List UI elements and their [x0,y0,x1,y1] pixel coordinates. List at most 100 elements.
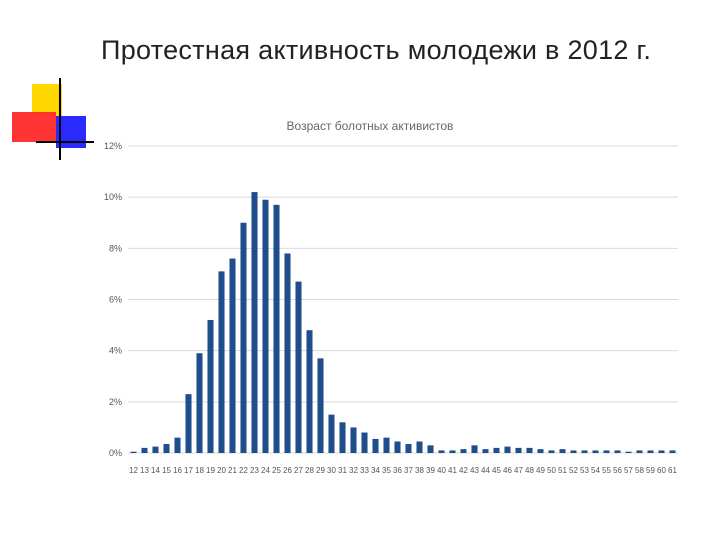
y-tick-label: 0% [109,448,122,458]
y-axis-ticks: 0% 2% 4% 6% 8% 10% 12% [104,141,122,458]
bar-age-49 [537,449,544,453]
bar-age-17 [185,394,192,453]
x-tick-label: 28 [305,466,314,475]
bar-age-53 [581,450,588,453]
x-tick-label: 49 [536,466,545,475]
x-tick-label: 14 [151,466,160,475]
bar-age-42 [460,449,467,453]
bar-age-46 [504,446,511,453]
x-tick-label: 55 [602,466,611,475]
x-tick-label: 21 [228,466,237,475]
bar-age-14 [152,446,159,453]
x-tick-label: 43 [470,466,479,475]
bar-age-44 [482,449,489,453]
bar-age-52 [570,450,577,453]
bar-age-45 [493,447,500,453]
bar-age-34 [372,438,379,453]
bar-age-31 [339,422,346,453]
x-tick-label: 60 [657,466,666,475]
chart-bars [130,192,676,454]
x-tick-label: 37 [404,466,413,475]
x-tick-label: 47 [514,466,523,475]
x-tick-label: 61 [668,466,677,475]
bar-age-22 [240,222,247,453]
bar-age-50 [548,450,555,453]
x-tick-label: 18 [195,466,204,475]
x-tick-label: 38 [415,466,424,475]
bar-age-27 [295,281,302,453]
bar-age-56 [614,450,621,453]
x-tick-label: 40 [437,466,446,475]
bar-age-41 [449,450,456,453]
bar-age-57 [625,451,632,453]
bar-age-36 [394,441,401,453]
bar-age-15 [163,444,170,453]
x-tick-label: 29 [316,466,325,475]
x-tick-label: 27 [294,466,303,475]
bar-age-40 [438,450,445,453]
x-tick-label: 58 [635,466,644,475]
y-tick-label: 4% [109,346,122,356]
bar-age-38 [416,441,423,453]
x-tick-label: 33 [360,466,369,475]
y-tick-label: 8% [109,243,122,253]
y-tick-label: 12% [104,141,122,151]
bar-age-26 [284,253,291,453]
slide-title: Протестная активность молодежи в 2012 г. [101,35,652,65]
x-tick-label: 31 [338,466,347,475]
bar-age-23 [251,192,258,454]
x-tick-label: 51 [558,466,567,475]
x-tick-label: 50 [547,466,556,475]
x-tick-label: 52 [569,466,578,475]
x-tick-label: 26 [283,466,292,475]
bar-age-28 [306,330,313,453]
x-tick-label: 48 [525,466,534,475]
bar-age-51 [559,449,566,453]
x-tick-label: 56 [613,466,622,475]
x-tick-label: 45 [492,466,501,475]
bar-age-13 [141,447,148,453]
x-tick-label: 22 [239,466,248,475]
bar-chart: Возраст болотных активистов 0% 2% 4% 6% 8% 10… [104,119,678,475]
bar-age-12 [130,451,137,453]
x-tick-label: 44 [481,466,490,475]
bar-age-29 [317,358,324,453]
bar-age-60 [658,450,665,453]
x-tick-label: 30 [327,466,336,475]
bar-age-48 [526,447,533,453]
bar-age-55 [603,450,610,453]
bar-age-39 [427,445,434,453]
x-tick-label: 53 [580,466,589,475]
x-tick-label: 23 [250,466,259,475]
bar-age-43 [471,445,478,453]
x-tick-label: 34 [371,466,380,475]
bar-age-24 [262,199,269,453]
x-tick-label: 17 [184,466,193,475]
slide-decoration [12,78,94,160]
x-axis-ticks: 12 13 14 15 16 17 18 19 20 21 22 23 24 25 26 27 28 29 30 31… [129,466,677,475]
y-tick-label: 6% [109,295,122,305]
deco-yellow-square [32,84,62,116]
x-tick-label: 19 [206,466,215,475]
x-tick-label: 57 [624,466,633,475]
bar-age-58 [636,450,643,453]
bar-age-32 [350,427,357,453]
x-tick-label: 59 [646,466,655,475]
x-tick-label: 25 [272,466,281,475]
bar-age-61 [669,450,676,453]
x-tick-label: 54 [591,466,600,475]
bar-age-35 [383,437,390,453]
x-tick-label: 46 [503,466,512,475]
bar-age-37 [405,444,412,453]
y-tick-label: 2% [109,397,122,407]
bar-age-33 [361,432,368,453]
bar-age-18 [196,353,203,453]
x-tick-label: 32 [349,466,358,475]
bar-age-30 [328,414,335,453]
x-tick-label: 39 [426,466,435,475]
bar-age-59 [647,450,654,453]
x-tick-label: 35 [382,466,391,475]
x-tick-label: 41 [448,466,457,475]
y-tick-label: 10% [104,192,122,202]
deco-red-square [12,112,56,142]
